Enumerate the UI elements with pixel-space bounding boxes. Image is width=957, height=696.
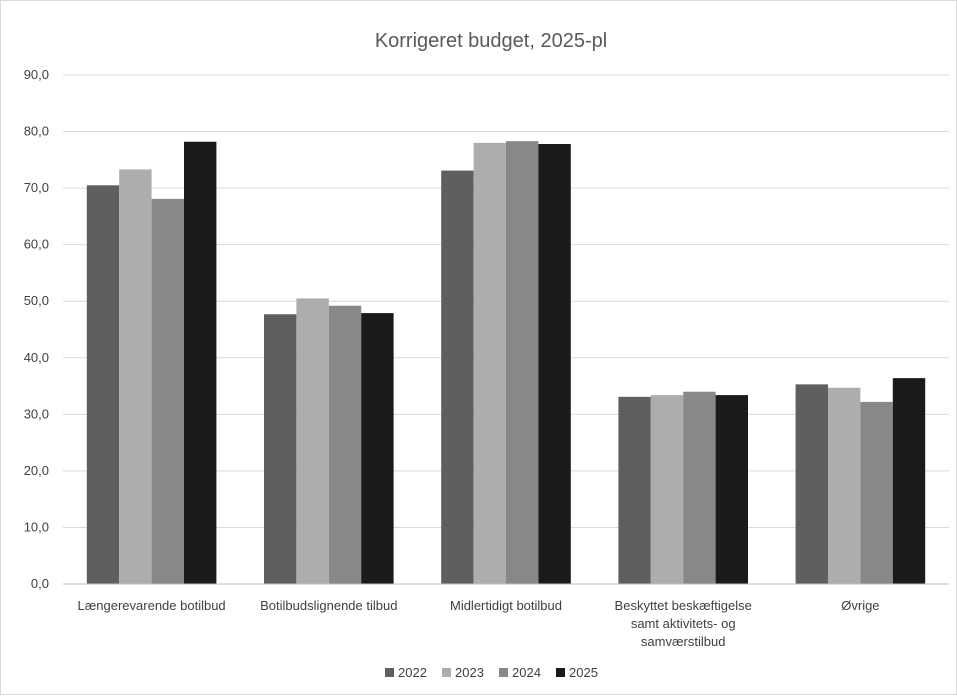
y-tick-label: 60,0	[24, 237, 49, 252]
x-category-label: Midlertidigt botilbud	[450, 598, 562, 613]
bar-2024-0	[151, 198, 184, 584]
y-tick-label: 10,0	[24, 519, 49, 534]
bar-2023-1	[296, 298, 329, 584]
bar-2024-4	[860, 401, 893, 584]
bar-2023-4	[828, 387, 861, 584]
y-tick-label: 30,0	[24, 406, 49, 421]
legend: 2022 2023 2024 2025	[385, 665, 598, 680]
y-tick-label: 80,0	[24, 124, 49, 139]
x-category-label: Øvrige	[841, 598, 879, 613]
bar-2024-1	[328, 305, 362, 584]
bar-2023-0	[119, 169, 152, 584]
y-tick-label: 50,0	[24, 293, 49, 308]
y-tick-label: 90,0	[24, 67, 49, 82]
legend-label: 2025	[569, 665, 598, 680]
bar-2025-4	[892, 378, 926, 584]
legend-swatch	[556, 668, 565, 677]
bar-2025-0	[184, 141, 217, 585]
x-category-label: Beskyttet beskæftigelse samt aktivitets- …	[615, 598, 752, 649]
legend-label: 2023	[455, 665, 484, 680]
y-axis-ticks: 0,0 10,0 20,0 30,0 40,0 50,0 60,0 70,0 80,0 90,0	[24, 67, 49, 591]
bar-2022-0	[86, 185, 120, 585]
y-tick-label: 70,0	[24, 180, 49, 195]
bar-2024-3	[683, 391, 716, 584]
bar-2022-2	[441, 170, 474, 584]
y-tick-label: 40,0	[24, 350, 49, 365]
bar-2025-1	[361, 313, 394, 584]
x-category-label: Længerevarende botilbud	[78, 598, 226, 613]
legend-swatch	[499, 668, 508, 677]
chart-title: Korrigeret budget, 2025-pl	[375, 30, 607, 52]
bar-2024-2	[506, 141, 539, 585]
bars	[86, 141, 926, 585]
bar-2022-1	[264, 314, 297, 584]
legend-swatch	[385, 668, 394, 677]
bar-2023-2	[473, 142, 506, 584]
x-axis-categories: Længerevarende botilbud Botilbudslignende…	[78, 598, 880, 649]
bar-2022-3	[618, 396, 651, 584]
x-category-label: Botilbudslignende tilbud	[260, 598, 397, 613]
bar-2025-3	[715, 395, 748, 584]
legend-label: 2022	[398, 665, 427, 680]
bar-2025-2	[538, 143, 571, 584]
legend-swatch	[442, 668, 451, 677]
y-tick-label: 20,0	[24, 463, 49, 478]
y-tick-label: 0,0	[31, 576, 49, 591]
bar-2022-4	[795, 384, 828, 584]
bar-2023-3	[650, 395, 684, 584]
legend-label: 2024	[512, 665, 541, 680]
